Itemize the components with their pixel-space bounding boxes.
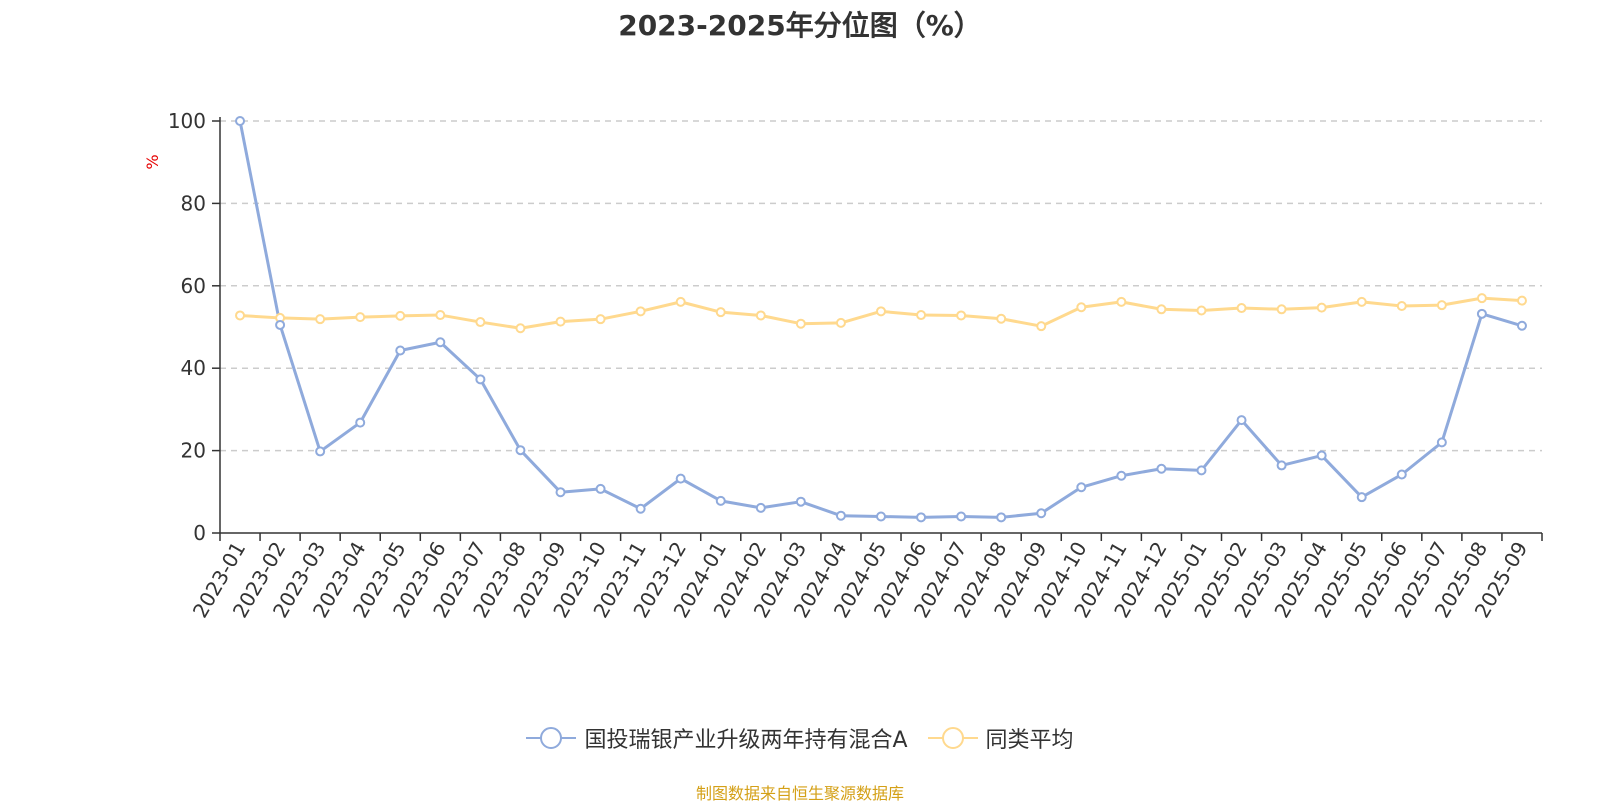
point-s0-2024-06: [916, 512, 927, 523]
point-s1-2025-01: [1196, 305, 1207, 316]
series-lines: [238, 120, 1523, 519]
legend-swatch-average-icon: [927, 727, 978, 749]
y-tick-label-80: 80: [181, 191, 206, 215]
point-s1-2024-03: [795, 318, 806, 329]
series-line-0: [238, 120, 1523, 519]
point-s1-2024-11: [1116, 296, 1127, 307]
legend: 国投瑞银产业升级两年持有混合A 同类平均: [0, 722, 1600, 754]
point-s1-2025-08: [1476, 293, 1487, 304]
y-tick-label-60: 60: [181, 274, 206, 298]
point-s0-2025-08: [1476, 308, 1487, 319]
legend-label-average: 同类平均: [985, 728, 1074, 753]
point-s1-2023-05: [395, 310, 406, 321]
point-s0-2023-11: [635, 503, 646, 514]
point-s1-2024-01: [715, 307, 726, 318]
y-axis-unit-label: %: [143, 154, 162, 169]
point-s1-2023-10: [595, 314, 606, 325]
point-s1-2024-10: [1076, 302, 1087, 313]
point-s0-2023-01: [235, 116, 246, 126]
y-tick-label-40: 40: [181, 356, 206, 380]
point-s0-2023-06: [435, 337, 446, 348]
legend-label-fund: 国投瑞银产业升级两年持有混合A: [584, 728, 908, 753]
point-s1-2023-03: [315, 314, 326, 325]
point-s0-2024-09: [1036, 508, 1047, 519]
point-s1-2025-05: [1356, 296, 1367, 307]
source-note: 制图数据来自恒生聚源数据库: [695, 784, 904, 803]
point-s1-2023-04: [355, 312, 366, 323]
y-tick-label-0: 0: [193, 521, 206, 545]
point-s0-2024-08: [996, 512, 1007, 523]
point-s1-2025-09: [1516, 295, 1527, 306]
point-s1-2024-08: [996, 313, 1007, 324]
point-s0-2024-05: [876, 511, 886, 522]
y-tick-label-100: 100: [168, 109, 206, 133]
point-s0-2023-08: [515, 445, 526, 456]
axes: 0204060801002023-012023-022023-032023-04…: [168, 109, 1543, 622]
point-s0-2023-02: [275, 319, 286, 330]
point-s0-2025-03: [1276, 460, 1287, 471]
point-s0-2024-03: [795, 496, 806, 507]
point-s1-2024-12: [1156, 304, 1167, 315]
point-s1-2023-01: [235, 310, 246, 321]
point-s1-2024-05: [876, 306, 886, 317]
y-tick-label-20: 20: [181, 439, 206, 463]
point-s1-2025-02: [1236, 303, 1247, 314]
point-s1-2024-09: [1036, 321, 1047, 332]
point-s0-2024-12: [1156, 463, 1167, 474]
point-s0-2023-09: [555, 487, 566, 498]
point-s0-2025-07: [1436, 437, 1447, 448]
chart-title: 2023-2025年分位图（%）: [618, 9, 982, 42]
point-s0-2024-01: [715, 495, 726, 506]
point-s1-2025-06: [1396, 300, 1407, 311]
point-s1-2024-04: [835, 317, 846, 328]
data-points: [235, 116, 1527, 523]
point-s1-2025-04: [1316, 302, 1327, 313]
point-s0-2024-02: [755, 502, 766, 513]
legend-item-fund[interactable]: 国投瑞银产业升级两年持有混合A: [526, 722, 908, 754]
point-s0-2024-10: [1076, 482, 1087, 493]
point-s0-2025-01: [1196, 465, 1207, 476]
point-s1-2024-06: [916, 310, 927, 321]
point-s1-2025-07: [1436, 300, 1447, 311]
point-s0-2023-12: [675, 473, 686, 484]
point-s0-2023-03: [315, 446, 326, 457]
point-s0-2024-11: [1116, 470, 1127, 481]
point-s0-2025-02: [1236, 415, 1247, 426]
point-s0-2023-07: [475, 374, 486, 385]
legend-item-average[interactable]: 同类平均: [927, 722, 1074, 754]
point-s0-2024-04: [835, 510, 846, 521]
point-s1-2024-07: [956, 310, 967, 321]
point-s1-2023-12: [675, 296, 686, 307]
grid-lines: [220, 120, 1542, 452]
point-s0-2023-10: [595, 483, 606, 494]
point-s1-2024-02: [755, 310, 766, 321]
legend-swatch-fund-icon: [526, 727, 577, 749]
point-s1-2023-09: [555, 316, 566, 327]
point-s1-2023-07: [475, 317, 486, 328]
point-s0-2023-05: [395, 345, 406, 356]
point-s0-2024-07: [956, 511, 967, 522]
point-s1-2023-11: [635, 306, 646, 317]
point-s0-2025-09: [1516, 320, 1527, 331]
point-s1-2025-03: [1276, 304, 1287, 315]
point-s0-2025-04: [1316, 450, 1327, 461]
point-s1-2023-06: [435, 310, 446, 321]
point-s0-2025-06: [1396, 469, 1407, 480]
line-chart: 0204060801002023-012023-022023-032023-04…: [143, 109, 1543, 622]
point-s0-2025-05: [1356, 492, 1367, 503]
point-s0-2023-04: [355, 417, 366, 428]
point-s1-2023-08: [515, 323, 526, 334]
